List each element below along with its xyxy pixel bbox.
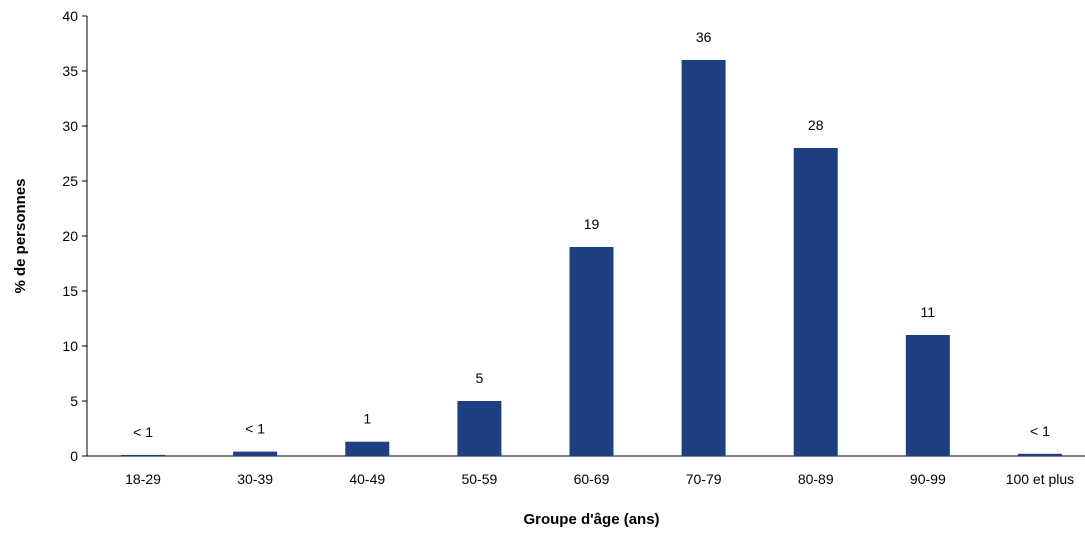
x-axis: 18-29 30-39 40-49 50-59 60-69 70-79 80-89 90-99…: [87, 455, 1085, 487]
x-axis-title: Groupe d'âge (ans): [523, 511, 659, 528]
y-tick-label: 20: [62, 228, 78, 244]
x-tick-label: 40-49: [349, 471, 385, 487]
y-tick-label: 35: [62, 63, 78, 79]
y-tick-label: 25: [62, 173, 78, 189]
y-axis-title: % de personnes: [12, 178, 29, 293]
y-tick-label: 10: [62, 338, 78, 354]
bar: [121, 454, 166, 456]
y-tick-label: 15: [62, 283, 78, 299]
bar: [457, 401, 502, 456]
data-label: 11: [921, 304, 936, 320]
data-label: 19: [584, 216, 600, 232]
bars: [121, 60, 1062, 456]
y-axis: 0 5 10 15 20 25 30 35 40: [62, 8, 88, 464]
y-tick-label: 40: [62, 8, 78, 24]
bar: [569, 247, 614, 456]
x-tick-label: 90-99: [910, 471, 946, 487]
x-tick-label: 18-29: [125, 471, 161, 487]
x-tick-label: 80-89: [798, 471, 834, 487]
x-tick-label: 100 et plus: [1006, 471, 1075, 487]
bar: [345, 441, 390, 456]
data-label: 28: [808, 117, 824, 133]
y-tick-label: 0: [70, 448, 78, 464]
data-labels: < 1 < 1 1 5 19 36 28 11 < 1: [133, 29, 1050, 440]
data-label: 5: [475, 370, 483, 386]
y-tick-label: 30: [62, 118, 78, 134]
data-label: < 1: [133, 424, 153, 440]
x-tick-label: 30-39: [237, 471, 273, 487]
x-tick-label: 70-79: [686, 471, 722, 487]
bar: [681, 60, 726, 456]
bar: [1017, 453, 1062, 456]
data-label: 1: [363, 411, 371, 427]
bar: [905, 335, 950, 456]
x-tick-label: 60-69: [574, 471, 610, 487]
x-tick-label: 50-59: [461, 471, 497, 487]
bar: [233, 451, 278, 456]
y-tick-label: 5: [70, 393, 78, 409]
bar: [793, 148, 838, 456]
data-label: < 1: [1030, 423, 1050, 439]
data-label: 36: [696, 29, 712, 45]
data-label: < 1: [245, 421, 265, 437]
